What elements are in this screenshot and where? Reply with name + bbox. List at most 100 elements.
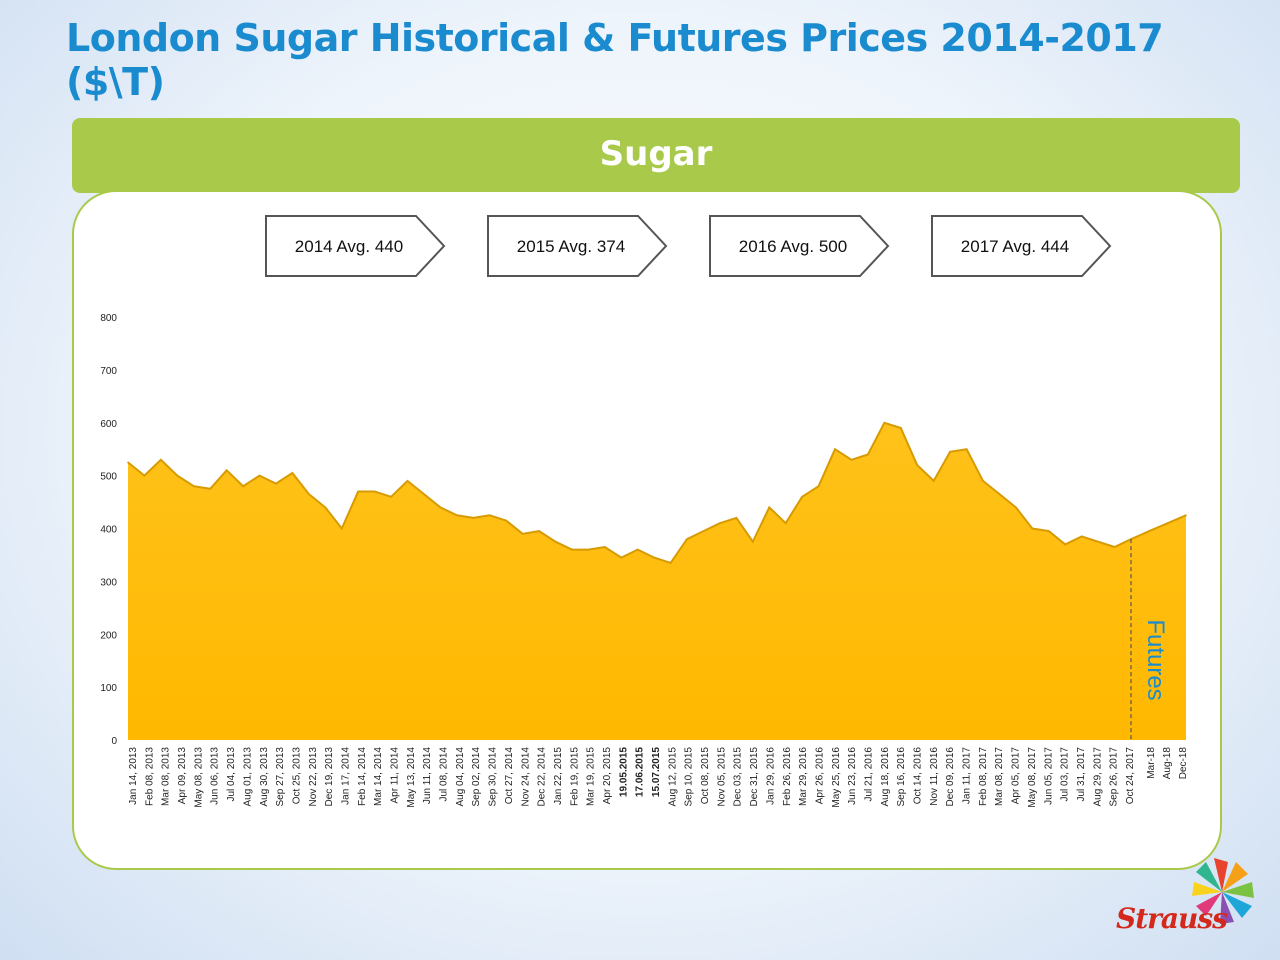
y-tick-label: 700 — [100, 366, 117, 377]
x-tick-label: Aug 01, 2013 — [242, 747, 253, 807]
x-tick-label: Mar 08, 2013 — [161, 747, 172, 806]
x-tick-label: Apr 05, 2017 — [1011, 747, 1022, 805]
futures-tick-label: Mar-18 — [1146, 747, 1157, 779]
futures-label: Futures — [1142, 619, 1169, 700]
historical-point — [406, 480, 409, 482]
x-tick-label: Nov 22, 2013 — [308, 747, 319, 807]
historical-point — [127, 461, 129, 464]
historical-point — [341, 527, 343, 530]
historical-point — [587, 548, 590, 551]
historical-point — [784, 522, 787, 524]
avg-callout-2017: 2017 Avg. 444 — [931, 215, 1112, 277]
x-tick-label: Jan 29, 2016 — [765, 747, 776, 805]
y-tick-label: 600 — [100, 419, 117, 430]
x-tick-label: May 13, 2014 — [406, 747, 417, 808]
x-tick-label: Jun 11, 2014 — [422, 747, 433, 805]
historical-point — [867, 453, 869, 456]
x-tick-label: Jun 05, 2017 — [1043, 747, 1054, 805]
historical-point — [768, 506, 771, 509]
x-tick-label: Feb 26, 2016 — [782, 747, 793, 806]
historical-point — [735, 517, 738, 519]
x-tick-label: Aug 04, 2014 — [455, 747, 466, 807]
historical-point — [653, 556, 655, 559]
historical-point — [982, 480, 984, 482]
chart-banner — [72, 118, 1240, 193]
historical-point — [472, 517, 475, 519]
avg-callout-label: 2015 Avg. 374 — [517, 237, 625, 256]
historical-point — [636, 548, 639, 551]
x-tick-label: Sep 27, 2013 — [275, 747, 286, 807]
x-tick-label: Mar 19, 2015 — [586, 747, 597, 806]
historical-point — [1080, 535, 1083, 538]
historical-point — [160, 459, 162, 461]
y-tick-label: 200 — [100, 630, 117, 641]
x-tick-label: Jan 11, 2017 — [962, 747, 973, 805]
x-tick-label: Apr 11, 2014 — [390, 747, 401, 804]
x-tick-label: Jan 22, 2015 — [553, 747, 564, 805]
historical-point — [373, 490, 376, 493]
historical-point — [209, 488, 211, 490]
avg-callout-shape — [931, 215, 1112, 277]
x-tick-label: Sep 16, 2016 — [896, 747, 907, 807]
historical-point — [258, 474, 261, 477]
x-tick-label: Dec 31, 2015 — [749, 747, 760, 807]
x-tick-label: Aug 29, 2017 — [1092, 747, 1103, 807]
avg-callout-label: 2017 Avg. 444 — [961, 237, 1069, 256]
historical-point — [916, 464, 918, 466]
avg-callout-2014: 2014 Avg. 440 — [265, 215, 446, 277]
strauss-logo-text: Strauss — [1116, 902, 1228, 935]
x-tick-label: Apr 09, 2013 — [177, 747, 188, 805]
y-axis: 0 100 200 300 400 500 600 700 800 — [100, 313, 117, 747]
historical-point — [604, 546, 606, 548]
historical-point — [324, 506, 327, 509]
x-tick-label: May 25, 2016 — [831, 747, 842, 808]
x-tick-label: Jan 17, 2014 — [340, 747, 351, 805]
historical-point — [669, 562, 672, 564]
chart-banner-label: Sugar — [599, 134, 713, 174]
x-tick-label: Dec 22, 2014 — [537, 747, 548, 807]
x-tick-label: Aug 12, 2015 — [667, 747, 678, 807]
futures-point — [1148, 530, 1151, 532]
historical-point — [538, 530, 540, 532]
x-tick-label: Oct 27, 2014 — [504, 747, 515, 805]
x-tick-label: Jul 31, 2017 — [1076, 747, 1087, 802]
x-tick-label: Feb 08, 2013 — [144, 747, 155, 806]
historical-point — [357, 490, 360, 493]
historical-point — [620, 556, 623, 559]
historical-point — [1097, 540, 1099, 543]
historical-point — [423, 493, 425, 495]
historical-point — [932, 480, 935, 482]
x-tick-label: Dec 19, 2013 — [324, 747, 335, 807]
x-tick-label: Feb 08, 2017 — [978, 747, 989, 806]
historical-point — [193, 485, 195, 488]
futures-tick-label: Dec-18 — [1178, 747, 1189, 780]
historical-point — [834, 448, 836, 451]
historical-point — [390, 496, 392, 498]
historical-point — [275, 482, 277, 485]
x-tick-label: May 08, 2017 — [1027, 747, 1038, 808]
y-tick-label: 400 — [100, 525, 117, 536]
historical-point — [143, 474, 146, 477]
y-tick-label: 0 — [111, 736, 117, 747]
avg-callout-shape — [487, 215, 668, 277]
x-tick-label: Sep 02, 2014 — [471, 747, 482, 807]
historical-point — [456, 514, 458, 517]
price-area-series — [128, 422, 1186, 740]
x-tick-label: Dec 03, 2015 — [733, 747, 744, 807]
x-axis: Jan 14, 2013 Feb 08, 2013 Mar 08, 2013 Apr … — [128, 747, 1189, 808]
plot-area: Futures — [127, 421, 1187, 742]
avg-callout-shape — [265, 215, 446, 277]
y-tick-label: 100 — [100, 683, 117, 694]
historical-point — [242, 485, 244, 488]
historical-point — [686, 538, 688, 540]
x-tick-label: 19.05.2015 — [618, 747, 629, 797]
x-tick-label: Nov 05, 2015 — [716, 747, 727, 807]
historical-point — [1031, 527, 1034, 530]
x-tick-label: Aug 18, 2016 — [880, 747, 891, 807]
historical-point — [702, 530, 705, 532]
x-tick-label: Feb 14, 2014 — [357, 747, 368, 806]
y-tick-label: 800 — [100, 313, 117, 324]
x-tick-label: Aug 30, 2013 — [259, 747, 270, 807]
y-tick-label: 500 — [100, 472, 117, 483]
